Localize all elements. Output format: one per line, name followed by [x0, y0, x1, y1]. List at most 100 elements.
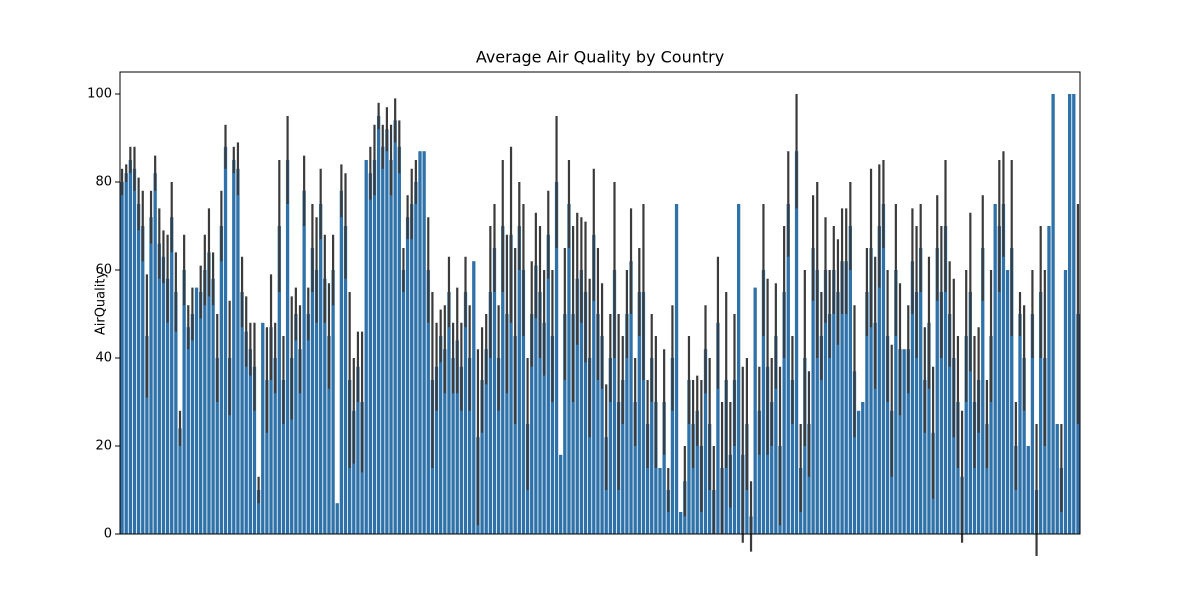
bar [662, 402, 666, 534]
bar [368, 173, 372, 534]
bar [223, 146, 228, 535]
bar [261, 322, 265, 534]
bar [273, 358, 277, 534]
bar [153, 173, 157, 534]
bar [861, 402, 865, 534]
bar [703, 349, 708, 534]
bar [451, 358, 455, 534]
y-tick-label: 40 [95, 351, 112, 366]
bar [310, 248, 315, 534]
bar [877, 226, 881, 534]
bar [132, 168, 137, 535]
bar [641, 292, 646, 534]
bar [290, 358, 294, 534]
bar [554, 182, 559, 534]
bar [819, 336, 824, 534]
bar [405, 217, 410, 534]
y-axis-label: AirQuality [94, 271, 109, 336]
bar [252, 366, 257, 534]
bar [873, 322, 877, 534]
bar [807, 424, 811, 534]
bar [186, 327, 190, 534]
bar [314, 270, 319, 534]
bar [397, 146, 401, 535]
bar [976, 380, 981, 534]
bar [575, 278, 579, 534]
bar [559, 454, 563, 534]
bar [633, 402, 637, 534]
bar [161, 256, 166, 534]
bar [848, 226, 852, 534]
bar [302, 190, 306, 535]
bar [770, 402, 774, 534]
bar [281, 380, 286, 534]
bar [418, 151, 422, 534]
bar [215, 358, 219, 534]
bar [608, 358, 612, 534]
bar [939, 292, 944, 534]
bar [145, 336, 149, 534]
bar [695, 410, 699, 534]
bar [190, 314, 195, 534]
bar [244, 331, 248, 534]
bar [124, 173, 128, 534]
bar [1022, 358, 1026, 534]
bar [782, 292, 786, 534]
bar [488, 292, 492, 534]
bar [790, 380, 795, 534]
bar [844, 261, 848, 534]
bar [265, 380, 269, 534]
bar [306, 314, 310, 534]
bar [236, 168, 240, 535]
bar [910, 261, 915, 534]
bar [658, 468, 662, 534]
bar [372, 160, 377, 534]
bar [592, 234, 596, 535]
bar [178, 428, 182, 534]
bar [199, 292, 203, 534]
bar [343, 226, 348, 534]
bar [381, 146, 385, 535]
bar [530, 314, 534, 534]
bar [625, 314, 629, 534]
bar [1047, 226, 1051, 534]
bar [716, 322, 720, 534]
bar [997, 226, 1001, 534]
bar [923, 380, 927, 534]
bar [170, 217, 174, 534]
bar [492, 248, 497, 534]
bar [426, 270, 430, 534]
bar [691, 424, 695, 534]
bar [894, 270, 898, 534]
bar [600, 336, 604, 534]
bar [364, 160, 368, 534]
bar [434, 366, 439, 534]
bar [815, 270, 819, 534]
bar [674, 204, 679, 534]
bar [869, 248, 873, 534]
bar [985, 424, 989, 534]
bar [948, 314, 952, 534]
bar [823, 270, 828, 534]
bar [786, 204, 790, 534]
bar [389, 160, 393, 534]
bar [513, 336, 517, 534]
bar [761, 270, 766, 534]
bar [753, 287, 757, 534]
bar [1072, 94, 1076, 534]
bar [927, 322, 931, 534]
bar [774, 336, 778, 534]
plot-frame [119, 71, 1081, 535]
bar [885, 336, 890, 534]
bar [149, 217, 153, 534]
bar [679, 512, 683, 534]
bar [567, 204, 571, 534]
bar [898, 349, 902, 534]
bar [952, 358, 956, 534]
bar [935, 248, 939, 534]
bar [840, 261, 844, 534]
bar [865, 292, 869, 534]
bar [596, 314, 600, 534]
bar [943, 226, 948, 534]
bar [670, 358, 675, 534]
